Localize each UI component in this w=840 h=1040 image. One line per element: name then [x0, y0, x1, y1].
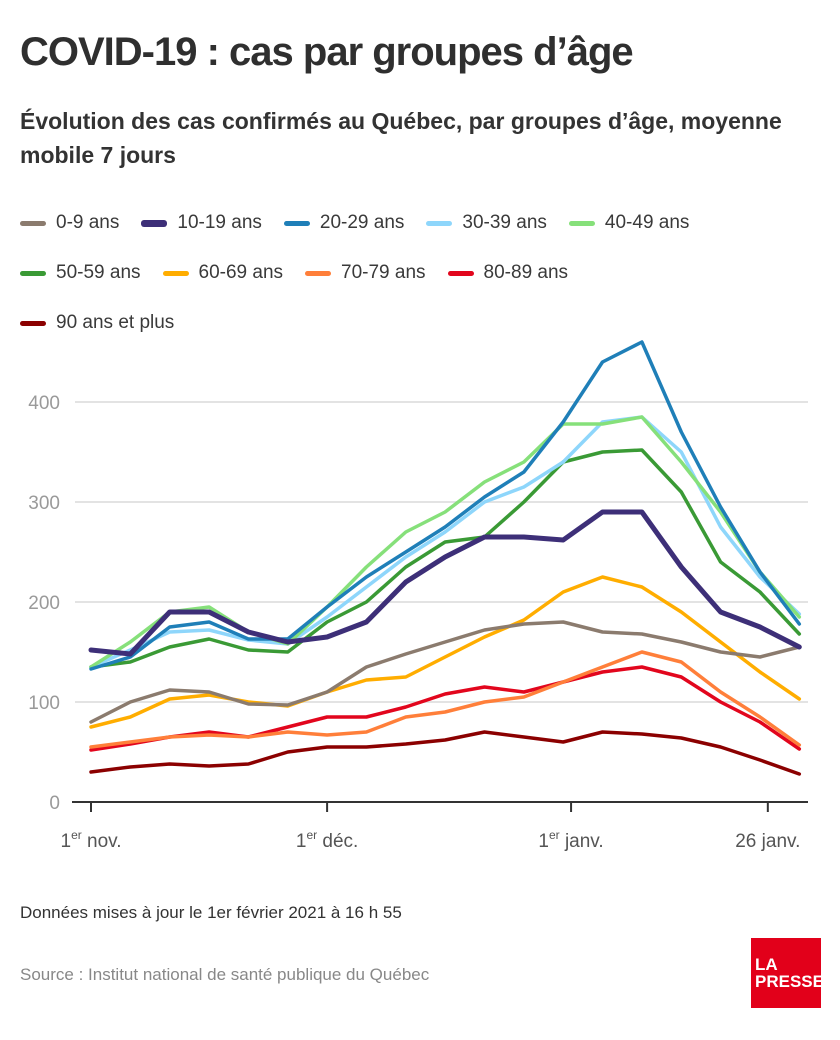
legend-swatch-icon [162, 270, 189, 276]
legend-label: 0-9 ans [56, 212, 120, 233]
series-line-20-29-ans [89, 340, 802, 671]
legend-item[interactable]: 70-79 ans [305, 262, 426, 284]
legend-label: 60-69 ans [198, 262, 284, 283]
legend-item[interactable]: 10-19 ans [141, 212, 262, 234]
legend-swatch-icon [283, 220, 310, 226]
legend-row: 90 ans et plus [20, 298, 820, 348]
la-presse-logo[interactable]: LA PRESSE [751, 938, 824, 1008]
series-lines [88, 340, 802, 776]
legend-item[interactable]: 30-39 ans [426, 212, 547, 234]
y-tick-label: 0 [49, 793, 60, 814]
gridlines [75, 401, 808, 703]
legend-item[interactable]: 50-59 ans [20, 262, 141, 284]
legend-swatch-icon [305, 270, 332, 276]
chart-subtitle: Évolution des cas confirmés au Québec, p… [20, 108, 782, 168]
line-chart: 0 100 200 300 400 1er nov. 1er déc. 1er janv. 2… [28, 340, 808, 852]
x-tick-label: 26 janv. [735, 831, 800, 852]
legend-item[interactable]: 90 ans et plus [20, 312, 174, 334]
source-note: Source : Institut national de santé publ… [20, 965, 430, 984]
legend-swatch-icon [568, 220, 595, 226]
legend-item[interactable]: 0-9 ans [20, 212, 119, 234]
legend-swatch-icon [426, 220, 453, 226]
y-tick-label: 200 [28, 593, 60, 614]
series-line-0-9-ans [89, 620, 802, 724]
legend-item[interactable]: 20-29 ans [283, 212, 405, 234]
x-tick-label: 1er déc. [296, 828, 358, 852]
y-tick-label: 100 [28, 693, 60, 714]
update-note: Données mises à jour le 1er février 2021… [20, 903, 402, 922]
legend-label: 50-59 ans [56, 262, 141, 283]
series-line-90-ans-et-plus [89, 730, 802, 776]
legend-item[interactable]: 80-89 ans [447, 262, 569, 284]
legend-label: 70-79 ans [341, 262, 426, 283]
x-tick-label: 1er nov. [60, 828, 121, 852]
legend-swatch-icon [20, 220, 46, 226]
y-axis: 0 100 200 300 400 [28, 393, 60, 814]
series-line-40-49-ans [89, 415, 802, 669]
legend-swatch-icon [20, 270, 46, 276]
legend-row: 0-9 ans 10-19 ans 20-29 ans 30-39 ans 40… [20, 198, 820, 248]
legend-item[interactable]: 40-49 ans [568, 212, 690, 234]
legend-label: 10-19 ans [177, 212, 262, 233]
y-tick-label: 400 [28, 393, 60, 414]
legend-label: 30-39 ans [462, 212, 547, 233]
y-tick-label: 300 [28, 493, 60, 514]
series-line-70-79-ans [89, 650, 802, 749]
legend-label: 90 ans et plus [56, 312, 175, 333]
x-axis: 1er nov. 1er déc. 1er janv. 26 janv. [60, 801, 808, 852]
x-tick-label: 1er janv. [538, 828, 603, 852]
legend-item[interactable]: 60-69 ans [162, 262, 284, 284]
legend: 0-9 ans 10-19 ans 20-29 ans 30-39 ans 40… [20, 198, 820, 348]
page-title: COVID-19 : cas par groupes d’âge [20, 30, 634, 74]
legend-swatch-icon [447, 270, 474, 276]
legend-label: 20-29 ans [319, 212, 405, 233]
legend-label: 80-89 ans [483, 262, 569, 283]
series-line-80-89-ans [89, 665, 802, 752]
legend-swatch-icon [141, 219, 168, 227]
series-line-10-19-ans [88, 509, 802, 657]
legend-label: 40-49 ans [604, 212, 690, 233]
logo-line-2: PRESSE [755, 972, 824, 991]
series-line-30-39-ans [89, 415, 802, 669]
legend-row: 50-59 ans 60-69 ans 70-79 ans 80-89 ans [20, 248, 820, 298]
logo-line-1: LA [755, 955, 778, 974]
series-line-50-59-ans [89, 448, 802, 669]
legend-swatch-icon [20, 320, 46, 326]
series-line-60-69-ans [89, 575, 802, 729]
